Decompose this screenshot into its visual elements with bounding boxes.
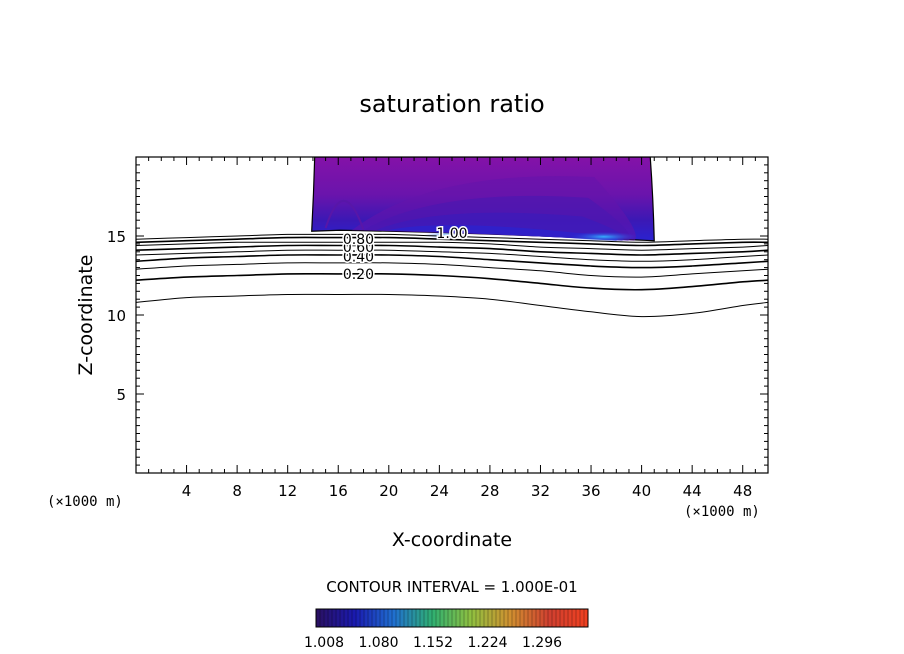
y-tick-label: 5 xyxy=(116,386,126,404)
x-units-right: (×1000 m) xyxy=(684,504,760,520)
contour-line xyxy=(136,254,768,269)
x-tick-label: 4 xyxy=(182,482,192,500)
x-tick-label: 48 xyxy=(733,482,752,500)
y-tick-label: 15 xyxy=(107,228,126,246)
contour-line xyxy=(136,273,768,291)
x-axis-ticks: 4 8 12 16 20 24 28 32 36 40 44 48 xyxy=(148,157,756,500)
colorbar-stripes xyxy=(319,609,585,627)
contour-line xyxy=(136,262,768,278)
chart-title: saturation ratio xyxy=(359,90,544,118)
y-axis-label: Z-coordinate xyxy=(75,255,97,376)
colorbar-label: 1.152 xyxy=(413,635,453,651)
contour-line xyxy=(136,233,768,243)
peak-highlight xyxy=(569,231,638,242)
contour-label: 1.00 xyxy=(436,226,467,242)
x-tick-label: 36 xyxy=(581,482,600,500)
colorbar-label: 1.080 xyxy=(358,635,398,651)
shaded-swirl xyxy=(324,199,365,231)
x-tick-label: 40 xyxy=(632,482,651,500)
contour-line xyxy=(136,249,768,262)
colorbar xyxy=(315,608,589,628)
contour-label: 0.20 xyxy=(343,267,374,283)
x-tick-label: 44 xyxy=(683,482,702,500)
contour-line xyxy=(136,241,768,251)
contour-label: 0.40 xyxy=(343,250,374,266)
x-tick-label: 24 xyxy=(430,482,449,500)
shaded-region xyxy=(311,157,655,242)
contour-label: 0.60 xyxy=(343,240,374,256)
x-axis-label: X-coordinate xyxy=(392,529,512,551)
x-units-left: (×1000 m) xyxy=(47,494,123,510)
y-axis-ticks: 5 10 15 xyxy=(107,164,768,466)
colorbar-labels: 1.008 1.080 1.152 1.224 1.296 xyxy=(304,635,562,651)
shaded-band xyxy=(387,225,618,241)
contour-line xyxy=(136,236,768,247)
colorbar-label: 1.008 xyxy=(304,635,344,651)
colorbar-label: 1.224 xyxy=(467,635,507,651)
contour-line xyxy=(136,244,768,256)
contour-labels: 0.200.400.600.80 1.00 xyxy=(341,224,469,284)
contour-line xyxy=(136,293,768,318)
x-tick-label: 32 xyxy=(531,482,550,500)
x-tick-label: 16 xyxy=(329,482,348,500)
colorbar-label: 1.296 xyxy=(522,635,562,651)
contour-label: 0.80 xyxy=(343,232,374,248)
contour-lines xyxy=(136,233,768,318)
x-tick-label: 28 xyxy=(480,482,499,500)
x-tick-label: 12 xyxy=(278,482,297,500)
y-tick-label: 10 xyxy=(107,307,126,325)
x-tick-label: 8 xyxy=(232,482,242,500)
contour-interval-text: CONTOUR INTERVAL = 1.000E-01 xyxy=(326,578,577,596)
x-tick-label: 20 xyxy=(379,482,398,500)
